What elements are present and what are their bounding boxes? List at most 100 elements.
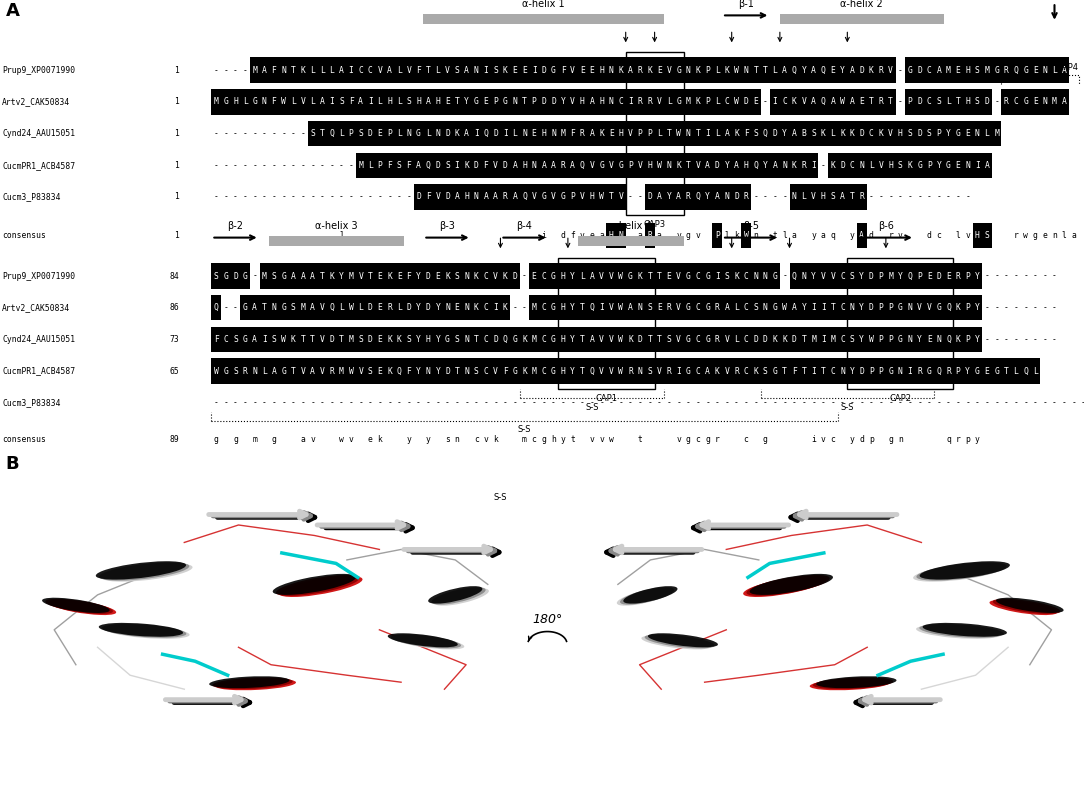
- Text: N: N: [262, 98, 267, 106]
- Ellipse shape: [273, 574, 356, 595]
- Text: f: f: [570, 231, 576, 240]
- Text: L: L: [339, 303, 344, 312]
- Text: Y: Y: [783, 129, 787, 138]
- Bar: [462, 121, 472, 146]
- Bar: [211, 358, 221, 384]
- Bar: [838, 57, 848, 83]
- Bar: [944, 327, 953, 352]
- Bar: [857, 295, 866, 321]
- Text: E: E: [753, 98, 758, 106]
- Bar: [702, 152, 712, 178]
- Text: V: V: [667, 66, 671, 75]
- Text: H: H: [436, 98, 440, 106]
- Text: E: E: [397, 272, 402, 280]
- Text: V: V: [637, 160, 643, 170]
- Bar: [472, 121, 481, 146]
- Text: F: F: [503, 367, 507, 376]
- Text: P: P: [493, 98, 498, 106]
- Text: H: H: [647, 160, 653, 170]
- Bar: [876, 295, 886, 321]
- Text: T: T: [454, 367, 460, 376]
- Text: v: v: [898, 231, 903, 240]
- Text: Y: Y: [416, 367, 421, 376]
- Bar: [472, 295, 481, 321]
- Bar: [318, 57, 327, 83]
- Text: S: S: [811, 129, 816, 138]
- Bar: [395, 295, 404, 321]
- Bar: [702, 264, 712, 289]
- Bar: [972, 152, 982, 178]
- Bar: [269, 89, 279, 114]
- Bar: [472, 184, 481, 210]
- Text: C: C: [850, 160, 854, 170]
- Bar: [404, 121, 414, 146]
- Bar: [442, 264, 452, 289]
- Text: a: a: [599, 231, 604, 240]
- Text: v: v: [349, 434, 353, 444]
- Text: G: G: [676, 66, 681, 75]
- Text: g: g: [1033, 231, 1037, 240]
- Bar: [578, 358, 588, 384]
- Bar: [674, 264, 684, 289]
- Bar: [1059, 57, 1069, 83]
- Bar: [472, 89, 481, 114]
- Text: E: E: [956, 66, 960, 75]
- Text: F: F: [406, 367, 411, 376]
- Text: V: V: [609, 367, 614, 376]
- Text: -: -: [628, 192, 633, 202]
- Text: -: -: [243, 399, 247, 407]
- Bar: [712, 295, 722, 321]
- Bar: [491, 57, 501, 83]
- Text: D: D: [493, 129, 498, 138]
- Bar: [549, 264, 558, 289]
- Bar: [741, 295, 751, 321]
- Text: N: N: [1043, 66, 1047, 75]
- Text: C: C: [783, 98, 787, 106]
- Text: E: E: [377, 129, 383, 138]
- Bar: [655, 57, 664, 83]
- Text: K: K: [696, 98, 700, 106]
- Bar: [279, 295, 288, 321]
- Bar: [1040, 89, 1049, 114]
- Text: -: -: [879, 399, 883, 407]
- Bar: [588, 358, 597, 384]
- Bar: [828, 89, 838, 114]
- Bar: [606, 121, 616, 146]
- Bar: [452, 57, 462, 83]
- Text: R: R: [879, 98, 883, 106]
- Bar: [876, 327, 886, 352]
- Text: P: P: [628, 160, 633, 170]
- Text: G: G: [551, 303, 556, 312]
- Text: e: e: [367, 434, 373, 444]
- Bar: [529, 57, 539, 83]
- Text: A: A: [792, 129, 797, 138]
- Text: Cucm3_P83834: Cucm3_P83834: [2, 192, 61, 202]
- Text: A: A: [590, 98, 594, 106]
- Text: T: T: [426, 66, 430, 75]
- Text: I: I: [907, 367, 913, 376]
- Bar: [433, 327, 442, 352]
- Bar: [539, 327, 549, 352]
- Text: V: V: [724, 367, 730, 376]
- Bar: [886, 264, 895, 289]
- Bar: [250, 358, 259, 384]
- Bar: [365, 327, 375, 352]
- Bar: [442, 184, 452, 210]
- Bar: [963, 89, 972, 114]
- Bar: [491, 264, 501, 289]
- Text: T: T: [454, 98, 460, 106]
- Ellipse shape: [105, 625, 190, 639]
- Text: V: V: [300, 98, 306, 106]
- Ellipse shape: [391, 634, 461, 649]
- Text: Y: Y: [339, 272, 344, 280]
- Text: L: L: [397, 129, 402, 138]
- Bar: [741, 327, 751, 352]
- Ellipse shape: [435, 588, 489, 606]
- Text: a: a: [300, 434, 306, 444]
- Text: -: -: [898, 399, 903, 407]
- Bar: [539, 121, 549, 146]
- Text: K: K: [792, 160, 797, 170]
- Text: K: K: [676, 160, 681, 170]
- Bar: [501, 264, 511, 289]
- Text: -: -: [532, 399, 537, 407]
